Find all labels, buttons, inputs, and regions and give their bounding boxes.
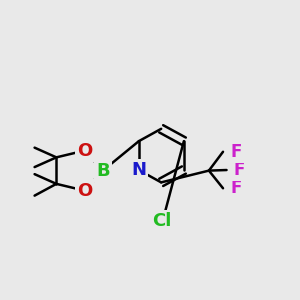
Text: O: O bbox=[77, 142, 92, 160]
Text: F: F bbox=[230, 143, 242, 161]
Text: Cl: Cl bbox=[152, 212, 172, 230]
Text: F: F bbox=[230, 179, 242, 197]
Text: N: N bbox=[131, 161, 146, 179]
Text: F: F bbox=[234, 161, 245, 179]
Text: O: O bbox=[77, 182, 92, 200]
Text: B: B bbox=[96, 162, 110, 180]
